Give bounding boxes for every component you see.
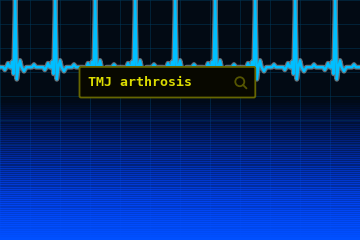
Bar [0,96,360,99]
Bar [0,111,360,114]
Bar [0,218,360,221]
Bar [0,228,360,232]
Bar [0,92,360,95]
Bar [0,117,360,120]
Bar [0,115,360,118]
Bar [0,136,360,139]
Bar [0,214,360,217]
Bar [0,226,360,229]
Bar [0,77,360,80]
Bar [0,102,360,106]
Bar [0,182,360,185]
Bar [0,166,360,168]
Bar [0,186,360,190]
Bar [0,126,360,129]
Bar [0,193,360,196]
Bar [0,199,360,202]
Bar [0,197,360,200]
Bar [0,180,360,183]
Bar [0,184,360,187]
Bar [0,144,360,148]
Text: TMJ arthrosis: TMJ arthrosis [88,76,192,89]
Bar [0,155,360,158]
Bar [0,75,360,78]
Bar [0,71,360,74]
Bar [0,147,360,150]
Bar [0,195,360,198]
Bar [0,84,360,87]
Bar [0,88,360,91]
Bar [0,220,360,223]
Bar [0,134,360,137]
Bar [0,128,360,131]
Bar [0,94,360,97]
Bar [0,237,360,240]
Bar [0,90,360,93]
Bar [0,168,360,171]
Bar [0,172,360,175]
Bar [0,124,360,127]
Bar [0,224,360,228]
Bar [0,149,360,152]
Bar [0,203,360,206]
Bar [0,153,360,156]
Bar [0,79,360,83]
Bar [0,132,360,135]
Bar [0,235,360,238]
Bar [0,121,360,125]
Bar [0,100,360,103]
Bar [0,119,360,122]
Bar [0,138,360,141]
Bar [0,140,360,143]
Bar [0,208,360,211]
Bar [0,163,360,167]
Bar [0,113,360,116]
Bar [0,98,360,101]
Bar [0,191,360,194]
Bar [0,130,360,133]
Bar [0,142,360,145]
FancyBboxPatch shape [80,67,255,97]
Bar [0,86,360,89]
Bar [0,212,360,215]
Bar [0,231,360,234]
Bar [0,157,360,160]
Bar [0,161,360,164]
Bar [0,159,360,162]
Bar [0,233,360,236]
Bar [0,222,360,225]
Bar [0,107,360,110]
Bar [0,170,360,173]
Bar [0,151,360,154]
Bar [0,105,360,108]
Bar [0,189,360,192]
Bar [0,178,360,181]
Bar [0,201,360,204]
Bar [0,174,360,177]
Bar [0,210,360,213]
Bar [0,109,360,112]
Bar [0,82,360,85]
Bar [0,176,360,179]
Bar [0,205,360,209]
Bar [0,216,360,219]
Bar [0,73,360,76]
